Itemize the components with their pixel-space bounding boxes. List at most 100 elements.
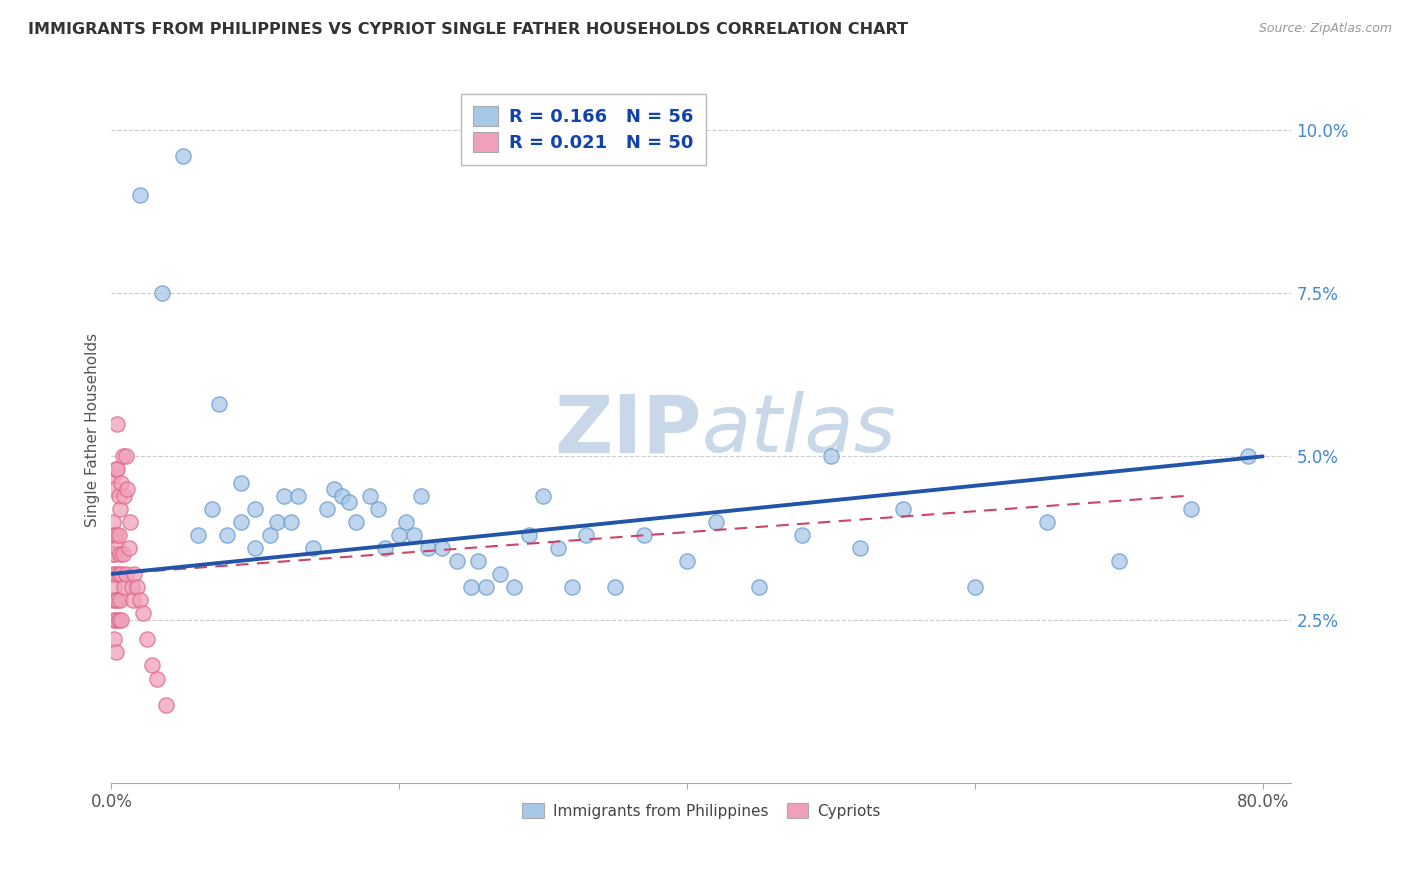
Point xyxy=(848,541,870,555)
Point xyxy=(101,566,124,581)
Point xyxy=(104,645,127,659)
Point xyxy=(103,547,125,561)
Point xyxy=(111,547,134,561)
Point xyxy=(103,632,125,647)
Point xyxy=(104,593,127,607)
Point xyxy=(110,475,132,490)
Point xyxy=(101,469,124,483)
Point xyxy=(323,482,346,496)
Point xyxy=(330,489,353,503)
Point xyxy=(302,541,325,555)
Point xyxy=(409,489,432,503)
Point xyxy=(110,613,132,627)
Point xyxy=(107,489,129,503)
Text: IMMIGRANTS FROM PHILIPPINES VS CYPRIOT SINGLE FATHER HOUSEHOLDS CORRELATION CHAR: IMMIGRANTS FROM PHILIPPINES VS CYPRIOT S… xyxy=(28,22,908,37)
Point xyxy=(266,515,288,529)
Text: Source: ZipAtlas.com: Source: ZipAtlas.com xyxy=(1258,22,1392,36)
Point xyxy=(108,501,131,516)
Point xyxy=(603,580,626,594)
Point xyxy=(118,541,141,555)
Point xyxy=(115,482,138,496)
Point xyxy=(820,450,842,464)
Point xyxy=(172,149,194,163)
Point xyxy=(121,580,143,594)
Point xyxy=(120,515,142,529)
Point xyxy=(101,515,124,529)
Point xyxy=(132,606,155,620)
Point xyxy=(127,580,149,594)
Point xyxy=(748,580,770,594)
Point xyxy=(402,528,425,542)
Point xyxy=(1036,515,1059,529)
Y-axis label: Single Father Households: Single Father Households xyxy=(86,334,100,527)
Point xyxy=(129,593,152,607)
Point xyxy=(229,475,252,490)
Point xyxy=(891,501,914,516)
Point xyxy=(208,397,231,411)
Point xyxy=(1108,554,1130,568)
Point xyxy=(517,528,540,542)
Point xyxy=(124,566,146,581)
Point xyxy=(474,580,496,594)
Point xyxy=(136,632,159,647)
Point xyxy=(633,528,655,542)
Point xyxy=(108,593,131,607)
Point xyxy=(676,554,699,568)
Point xyxy=(416,541,439,555)
Point xyxy=(104,528,127,542)
Text: atlas: atlas xyxy=(702,392,896,469)
Point xyxy=(101,593,124,607)
Point xyxy=(316,501,339,516)
Point xyxy=(112,580,135,594)
Point xyxy=(245,541,267,555)
Point xyxy=(489,566,512,581)
Point xyxy=(114,566,136,581)
Point xyxy=(229,515,252,529)
Point xyxy=(287,489,309,503)
Point xyxy=(107,528,129,542)
Point xyxy=(963,580,986,594)
Point xyxy=(273,489,295,503)
Point xyxy=(245,501,267,516)
Point xyxy=(110,566,132,581)
Point xyxy=(112,489,135,503)
Point xyxy=(1180,501,1202,516)
Point xyxy=(129,188,152,202)
Point xyxy=(1237,450,1260,464)
Point xyxy=(103,613,125,627)
Point xyxy=(150,286,173,301)
Point xyxy=(187,528,209,542)
Point xyxy=(146,672,169,686)
Point xyxy=(575,528,598,542)
Point xyxy=(704,515,727,529)
Point xyxy=(105,462,128,476)
Point xyxy=(114,450,136,464)
Point xyxy=(259,528,281,542)
Point xyxy=(201,501,224,516)
Point xyxy=(280,515,302,529)
Point xyxy=(367,501,389,516)
Point xyxy=(107,566,129,581)
Point xyxy=(155,698,177,712)
Point xyxy=(107,613,129,627)
Point xyxy=(141,658,163,673)
Point xyxy=(122,593,145,607)
Point xyxy=(503,580,526,594)
Point xyxy=(111,450,134,464)
Point xyxy=(547,541,569,555)
Point xyxy=(792,528,814,542)
Point xyxy=(359,489,381,503)
Point xyxy=(105,417,128,431)
Point xyxy=(467,554,489,568)
Point xyxy=(101,547,124,561)
Point xyxy=(104,462,127,476)
Point xyxy=(337,495,360,509)
Point xyxy=(374,541,396,555)
Legend: Immigrants from Philippines, Cypriots: Immigrants from Philippines, Cypriots xyxy=(516,797,887,825)
Point xyxy=(103,528,125,542)
Point xyxy=(215,528,238,542)
Point xyxy=(105,541,128,555)
Point xyxy=(103,580,125,594)
Point xyxy=(105,593,128,607)
Point xyxy=(388,528,411,542)
